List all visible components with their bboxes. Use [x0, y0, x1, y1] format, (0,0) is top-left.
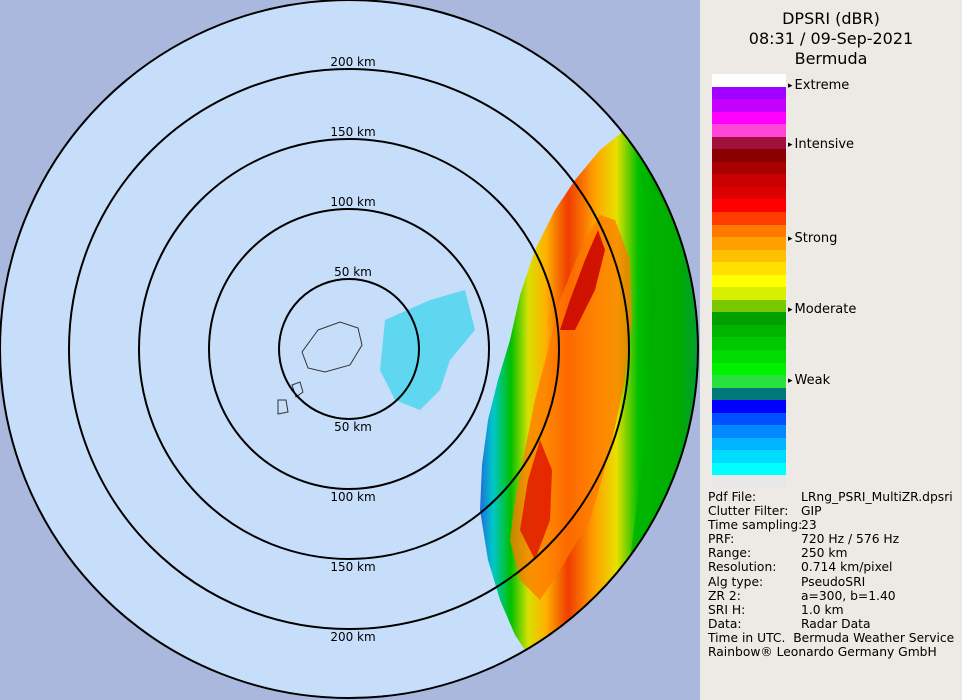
- product-title: DPSRI (dBR): [782, 9, 880, 28]
- scale-swatch: [712, 387, 786, 401]
- range-label-south-200: 200 km: [330, 630, 375, 644]
- level-intensive: Intensive: [788, 137, 854, 152]
- agency-name: Bermuda Weather Service: [793, 630, 955, 645]
- scale-swatch: [712, 111, 786, 125]
- info-row: SRI H: 1.0 km: [708, 602, 844, 617]
- clutter-echoes: [380, 290, 475, 410]
- scale-swatch: [712, 400, 786, 414]
- scale-swatch: [712, 186, 786, 200]
- range-ring-3: [138, 138, 560, 560]
- echo-band: [480, 130, 698, 650]
- range-label-north-150: 150 km: [330, 125, 375, 139]
- range-label-north-200: 200 km: [330, 55, 375, 69]
- radar-map: 50 km 100 km 150 km 200 km 50 km 100 km …: [0, 0, 700, 700]
- time-note: Time in UTC.: [708, 630, 786, 645]
- info-row: Range: 250 km: [708, 546, 848, 561]
- scale-swatch: [712, 274, 786, 288]
- scale-swatch: [712, 375, 786, 389]
- scale-swatch: [712, 437, 786, 451]
- product-info: Pdf File: LRng_PSRI_MultiZR.dpsri Clutter…: [708, 490, 958, 659]
- scale-swatch: [712, 174, 786, 188]
- range-ring-2: [208, 208, 490, 490]
- info-row: Pdf File: LRng_PSRI_MultiZR.dpsri: [708, 490, 953, 504]
- scale-swatch: [712, 299, 786, 313]
- scale-swatch: [712, 425, 786, 439]
- scale-swatch: [712, 124, 786, 138]
- scale-swatch: [712, 212, 786, 225]
- info-row: ZR 2: a=300, b=1.40: [708, 588, 896, 603]
- range-label-south-150: 150 km: [330, 560, 375, 574]
- range-rings: [68, 68, 630, 630]
- scale-swatch: [712, 312, 786, 326]
- scale-swatch: [712, 475, 786, 489]
- scale-swatch: [712, 149, 786, 163]
- level-weak: Weak: [788, 373, 831, 388]
- color-scale: [712, 74, 786, 489]
- range-label-south-100: 100 km: [330, 490, 375, 504]
- scale-swatch: [712, 337, 786, 351]
- info-row: PRF: 720 Hz / 576 Hz: [708, 532, 900, 547]
- info-row: Clutter Filter: GIP: [708, 504, 822, 519]
- range-ring-4: [68, 68, 630, 630]
- footer-line-1: Time in UTC. Bermuda Weather Service: [708, 631, 958, 645]
- scale-swatch: [712, 262, 786, 276]
- radar-plot: 50 km 100 km 150 km 200 km 50 km 100 km …: [0, 0, 699, 699]
- scale-swatch: [712, 287, 786, 301]
- range-labels: 50 km 100 km 150 km 200 km 50 km 100 km …: [330, 55, 375, 644]
- scale-swatch: [712, 136, 786, 150]
- level-moderate: Moderate: [788, 302, 857, 317]
- scale-swatch: [712, 199, 786, 213]
- info-row: Data: Radar Data: [708, 616, 871, 631]
- product-time: 08:31 / 09-Sep-2021: [748, 29, 914, 48]
- info-row: Resolution: 0.714 km/pixel: [708, 560, 893, 575]
- scale-swatch: [712, 450, 786, 464]
- info-row: Time sampling: 23: [708, 518, 817, 533]
- scale-swatch: [712, 86, 786, 100]
- scale-swatch: [712, 161, 786, 175]
- scale-swatch: [712, 350, 786, 363]
- scale-swatch: [712, 249, 786, 263]
- level-extreme: Extreme: [788, 78, 850, 93]
- scale-swatch: [712, 324, 786, 338]
- scale-swatch: [712, 462, 786, 476]
- scale-swatch: [712, 412, 786, 426]
- range-label-north-100: 100 km: [330, 195, 375, 209]
- info-panel: DPSRI (dBR) 08:31 / 09-Sep-2021 Bermuda …: [700, 0, 962, 700]
- scale-swatch: [712, 237, 786, 251]
- coverage-edge: [0, 0, 699, 699]
- site-name: Bermuda: [794, 49, 868, 68]
- info-row: Alg type: PseudoSRI: [708, 574, 866, 589]
- scale-swatch: [712, 362, 786, 376]
- scale-swatch: [712, 224, 786, 238]
- range-label-south-50: 50 km: [334, 420, 372, 434]
- range-ring-1: [278, 278, 420, 420]
- vendor-credit: Rainbow® Leonardo Germany GmbH: [708, 645, 937, 660]
- scale-swatch: [712, 99, 786, 113]
- scale-swatch: [712, 74, 786, 87]
- level-strong: Strong: [788, 231, 838, 246]
- range-label-north-50: 50 km: [334, 265, 372, 279]
